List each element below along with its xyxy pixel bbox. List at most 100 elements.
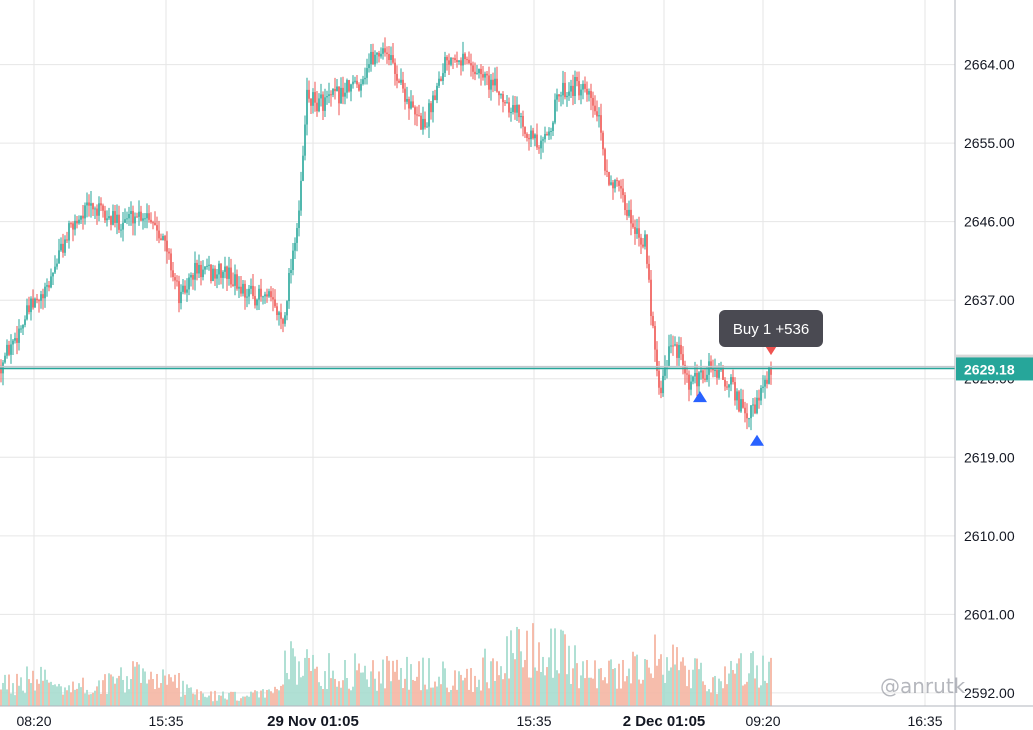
volume-bar [582, 661, 584, 706]
volume-bar [496, 661, 498, 706]
volume-bar [304, 657, 306, 706]
candle-body [562, 82, 564, 96]
volume-bar [488, 688, 490, 706]
volume-bar [178, 672, 180, 706]
candle-body [566, 95, 568, 98]
volume-bar [430, 687, 432, 706]
candle-body [18, 328, 20, 343]
candle-body [368, 64, 370, 69]
candle-body [464, 53, 466, 60]
candle-body [636, 228, 638, 234]
candle-body [214, 268, 216, 279]
price-axis[interactable]: 2664.002655.002646.002637.002628.002619.… [954, 0, 1033, 730]
candle-body [652, 316, 654, 326]
volume-bar [536, 670, 538, 706]
time-axis[interactable]: 08:20 15:35 29 Nov 01:05 15:35 2 Dec 01:05 09… [0, 705, 1033, 730]
volume-bar [498, 675, 500, 706]
volume-bar [422, 657, 424, 706]
candle-body [600, 115, 602, 133]
volume-bar [666, 657, 668, 706]
volume-bar [640, 683, 642, 706]
candle-body [190, 275, 192, 278]
x-tick-label: 29 Nov 01:05 [267, 713, 359, 730]
candle-body [10, 344, 12, 355]
candle-body [400, 79, 402, 83]
volume-bar [460, 674, 462, 706]
volume-bar [50, 681, 52, 706]
volume-bar [70, 692, 72, 706]
candle-body [240, 286, 242, 294]
candle-body [440, 78, 442, 81]
candle-body [494, 78, 496, 86]
candle-body [654, 325, 656, 350]
volume-bar [574, 645, 576, 706]
candle-body [460, 60, 462, 66]
volume-bar [218, 695, 220, 706]
volume-bar [402, 688, 404, 706]
volume-bar [38, 683, 40, 706]
candle-body [658, 370, 660, 388]
volume-bar [758, 687, 760, 706]
volume-bar [10, 693, 12, 706]
candle-body [42, 294, 44, 299]
volume-bar [82, 677, 84, 706]
candle-body [130, 211, 132, 214]
candle-body [554, 99, 556, 123]
candle-body [392, 55, 394, 63]
volume-bar [684, 665, 686, 706]
volume-bar [212, 701, 214, 706]
candle-body [324, 97, 326, 111]
candle-body [48, 285, 50, 288]
candle-body [758, 397, 760, 401]
volume-bar [654, 634, 656, 706]
candle-body [688, 374, 690, 390]
candle-body [428, 103, 430, 127]
volume-bar [150, 671, 152, 706]
volume-bar [550, 628, 552, 706]
volume-bar [720, 681, 722, 706]
candle-body [396, 73, 398, 81]
volume-bar [390, 681, 392, 706]
candle-body [108, 216, 110, 219]
candle-body [448, 60, 450, 65]
volume-bar [468, 689, 470, 706]
candle-body [500, 94, 502, 96]
volume-bar [676, 647, 678, 706]
candle-body [518, 104, 520, 118]
volume-bar [18, 685, 20, 706]
candle-body [524, 126, 526, 134]
candle-body [594, 105, 596, 112]
candle-body [138, 211, 140, 217]
volume-bar [116, 678, 118, 706]
candle-body [344, 92, 346, 97]
candle-body [72, 223, 74, 230]
volume-bar [334, 678, 336, 706]
volume-bar [412, 679, 414, 706]
candle-body [350, 84, 352, 92]
y-tick-label: 2592.00 [964, 685, 1015, 701]
candle-body [450, 57, 452, 65]
candle-body [242, 283, 244, 294]
volume-bar [504, 673, 506, 706]
volume-bar [710, 692, 712, 706]
buy-marker-icon[interactable] [693, 391, 707, 403]
volume-bar [394, 671, 396, 706]
candle-body [672, 345, 674, 347]
volume-bar [656, 665, 658, 706]
candle-body [336, 86, 338, 92]
candle-body [36, 298, 38, 301]
volume-bar [362, 672, 364, 706]
volume-bar [532, 623, 534, 706]
candle-body [742, 399, 744, 408]
candle-body [496, 78, 498, 92]
volume-bar [84, 693, 86, 706]
volume-bar [492, 658, 494, 706]
volume-bar [54, 684, 56, 706]
candle-body [114, 211, 116, 223]
buy-marker-icon[interactable] [750, 434, 764, 446]
volume-bar [634, 656, 636, 706]
candle-body [640, 237, 642, 245]
volume-bar [270, 691, 272, 706]
candle-body [486, 73, 488, 76]
